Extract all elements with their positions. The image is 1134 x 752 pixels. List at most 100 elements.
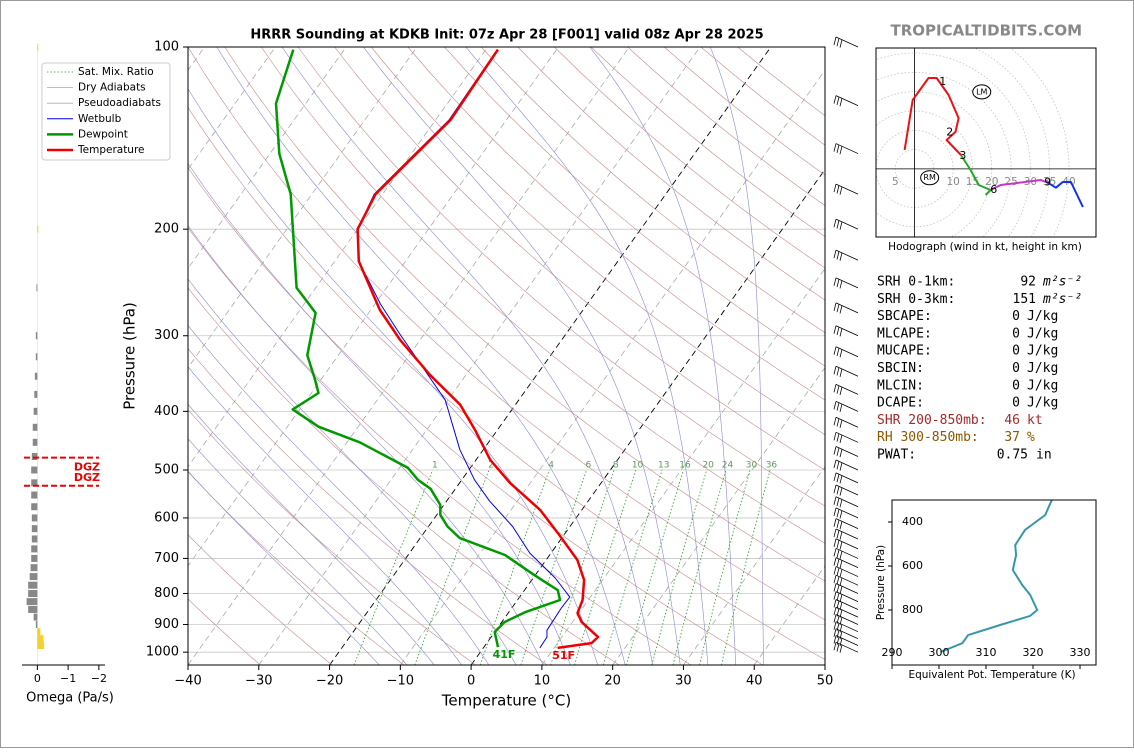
x-tick-label: 50 [817, 674, 834, 689]
storm-motion-label: LM [976, 87, 987, 96]
y-tick-label: 600 [902, 559, 923, 572]
y-tick-label: 200 [154, 222, 179, 237]
x-tick-label: 310 [976, 646, 997, 659]
legend-label: Dry Adiabats [78, 82, 146, 94]
stat-label: SRH 0-3km: [877, 292, 955, 307]
mixing-ratio-label: 30 [746, 461, 758, 471]
y-tick-label: 400 [902, 515, 923, 528]
x-tick-label: 0 [467, 674, 475, 689]
stat-value: 0 [1012, 396, 1020, 411]
omega-bar [28, 590, 37, 597]
stat-value: 0 [1012, 309, 1020, 324]
hodo-height-label: 9 [1044, 176, 1051, 189]
x-tick-label: −10 [387, 674, 414, 689]
legend-label: Wetbulb [78, 113, 122, 125]
y-tick-label: 300 [154, 328, 179, 343]
stat-value: 0.75 [997, 448, 1028, 463]
stat-unit: % [1027, 430, 1035, 445]
hodo-ring-label: 5 [892, 176, 899, 188]
x-tick-label: 10 [534, 674, 551, 689]
hodo-ring-label: 10 [947, 176, 960, 188]
mixing-ratio-label: 24 [722, 461, 734, 471]
x-tick-label: 290 [882, 646, 903, 659]
omega-bar [37, 635, 43, 642]
x-axis-label: Temperature (°C) [441, 692, 571, 710]
stat-label: SRH 0-1km: [877, 275, 955, 290]
omega-bar [28, 582, 37, 589]
x-tick-label: 300 [929, 646, 950, 659]
stat-value: 0 [1012, 361, 1020, 376]
brand: TROPICALTIDBITS.COM [891, 22, 1083, 40]
x-tick-label: 20 [604, 674, 621, 689]
stat-unit: J/kg [1027, 396, 1058, 411]
omega-bar [32, 535, 38, 542]
y-tick-label: 700 [154, 551, 179, 566]
stat-value: 92 [1020, 275, 1036, 290]
omega-bar [27, 598, 38, 605]
x-tick-label: 330 [1070, 646, 1091, 659]
x-tick-label: −2 [91, 672, 107, 685]
stat-unit: J/kg [1027, 378, 1058, 393]
mixing-ratio-label: 6 [586, 461, 592, 471]
omega-bar [31, 564, 38, 571]
surface-label: 41F [493, 648, 516, 661]
omega-bar [31, 555, 37, 562]
y-tick-label: 400 [154, 404, 179, 419]
omega-bar [36, 332, 38, 339]
x-axis-label: Omega (Pa/s) [26, 691, 114, 706]
stat-value: 37 [1004, 430, 1020, 445]
x-tick-label: −30 [245, 674, 272, 689]
omega-bar [37, 226, 38, 233]
omega-bar [32, 514, 38, 521]
legend-label: Sat. Mix. Ratio [78, 66, 154, 78]
stat-unit: J/kg [1027, 344, 1058, 359]
omega-bar [31, 503, 37, 510]
hodo-height-label: 6 [990, 183, 997, 196]
stat-label: SBCAPE: [877, 309, 932, 324]
stat-unit: m²s⁻² [1042, 275, 1082, 290]
omega-bar [35, 373, 37, 380]
stat-value: 46 [1004, 413, 1020, 428]
dgz-label: DGZ [74, 471, 100, 484]
x-tick-label: 0 [34, 672, 41, 685]
omega-bar [32, 525, 38, 532]
x-tick-label: −20 [316, 674, 343, 689]
y-tick-label: 600 [154, 510, 179, 525]
surface-label: 51F [552, 649, 575, 662]
stat-label: MUCAPE: [877, 344, 932, 359]
stat-label: DCAPE: [877, 396, 924, 411]
x-tick-label: −1 [60, 672, 76, 685]
omega-bar [33, 439, 38, 446]
mixing-ratio-label: 20 [702, 461, 714, 471]
omega-bar [37, 44, 38, 51]
stat-label: SBCIN: [877, 361, 924, 376]
stat-label: MLCIN: [877, 378, 924, 393]
x-axis-label: Equivalent Pot. Temperature (K) [908, 669, 1075, 681]
omega-bar [31, 492, 37, 499]
hodo-caption: Hodograph (wind in kt, height in km) [888, 241, 1082, 253]
omega-bar [34, 391, 37, 398]
y-tick-label: 900 [154, 617, 179, 632]
mixing-ratio-label: 8 [613, 461, 619, 471]
legend-label: Dewpoint [78, 128, 128, 140]
stat-unit: J/kg [1027, 361, 1058, 376]
hodo-height-label: 3 [959, 149, 966, 162]
hodo-height-label: 2 [946, 126, 953, 139]
omega-bar [37, 628, 40, 635]
stat-value: 0 [1012, 378, 1020, 393]
y-tick-label: 800 [902, 603, 923, 616]
y-axis-label: Pressure (hPa) [121, 302, 139, 410]
mixing-ratio-label: 1 [432, 461, 438, 471]
stat-unit: in [1036, 448, 1052, 463]
x-tick-label: 40 [746, 674, 763, 689]
stat-value: 0 [1012, 344, 1020, 359]
omega-bar [37, 642, 44, 649]
y-tick-label: 100 [154, 40, 179, 55]
mixing-ratio-label: 10 [632, 461, 644, 471]
y-tick-label: 1000 [146, 645, 179, 660]
legend-label: Temperature [77, 144, 145, 156]
omega-bar [36, 621, 38, 628]
hodo-height-label: 1 [939, 75, 946, 88]
